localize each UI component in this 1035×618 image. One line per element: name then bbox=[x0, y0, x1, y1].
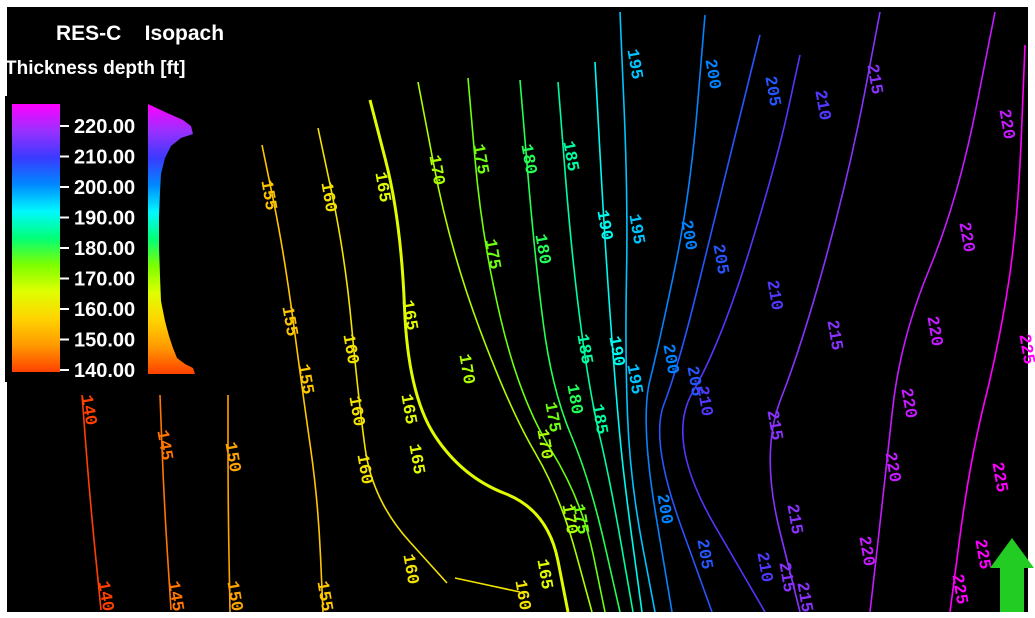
contour-line-190 bbox=[594, 61, 643, 613]
contour-line-200 bbox=[645, 14, 706, 613]
contour-line-210 bbox=[682, 54, 801, 613]
colorbar-tick-label: 150.00 bbox=[74, 330, 135, 352]
contour-line-155 bbox=[261, 144, 324, 613]
colorbar-ticks: 220.00 210.00 200.00 190.00 180.00 170.00 160.… bbox=[60, 116, 135, 382]
contour-line-225 bbox=[949, 44, 1026, 613]
contour-lines bbox=[81, 11, 1026, 613]
contour-line-195 bbox=[619, 11, 656, 613]
colorbar-label: Thickness depth [ft] bbox=[5, 58, 186, 79]
contour-line-170 bbox=[417, 81, 593, 613]
contour-labels: 1401401451451501501551551551551601601601… bbox=[75, 48, 1035, 614]
colorbar-tick-label: 220.00 bbox=[74, 116, 135, 138]
contour-line-140 bbox=[81, 394, 102, 611]
colorbar-swatch bbox=[12, 104, 60, 372]
contour-label-225: 225 bbox=[1013, 333, 1035, 366]
colorbar-tick-label: 140.00 bbox=[74, 360, 135, 382]
color-legend: 220.00 210.00 200.00 190.00 180.00 170.00 160.… bbox=[5, 96, 205, 382]
contour-line-160 bbox=[454, 577, 521, 593]
colorbar-tick-label: 190.00 bbox=[74, 208, 135, 230]
colorbar-tick-label: 200.00 bbox=[74, 177, 135, 199]
contour-line-215 bbox=[769, 11, 881, 613]
histogram-shape bbox=[148, 104, 195, 374]
contour-line-175 bbox=[467, 77, 606, 613]
contour-line-185 bbox=[557, 81, 634, 613]
north-arrow-icon bbox=[990, 538, 1034, 612]
contour-line-180 bbox=[519, 79, 621, 613]
colorbar-tick-label: 170.00 bbox=[74, 269, 135, 291]
contour-line-150 bbox=[227, 395, 231, 613]
colorbar-tick-label: 160.00 bbox=[74, 299, 135, 321]
contour-line-205 bbox=[658, 34, 761, 613]
contour-line-165 bbox=[368, 99, 570, 613]
contour-line-145 bbox=[159, 394, 172, 611]
map-title: RES-C Isopach bbox=[56, 22, 225, 45]
colorbar-tick-label: 210.00 bbox=[74, 147, 135, 169]
colorbar-tick-label: 180.00 bbox=[74, 238, 135, 260]
contour-line-160 bbox=[317, 127, 448, 584]
contour-line-220 bbox=[869, 11, 996, 613]
